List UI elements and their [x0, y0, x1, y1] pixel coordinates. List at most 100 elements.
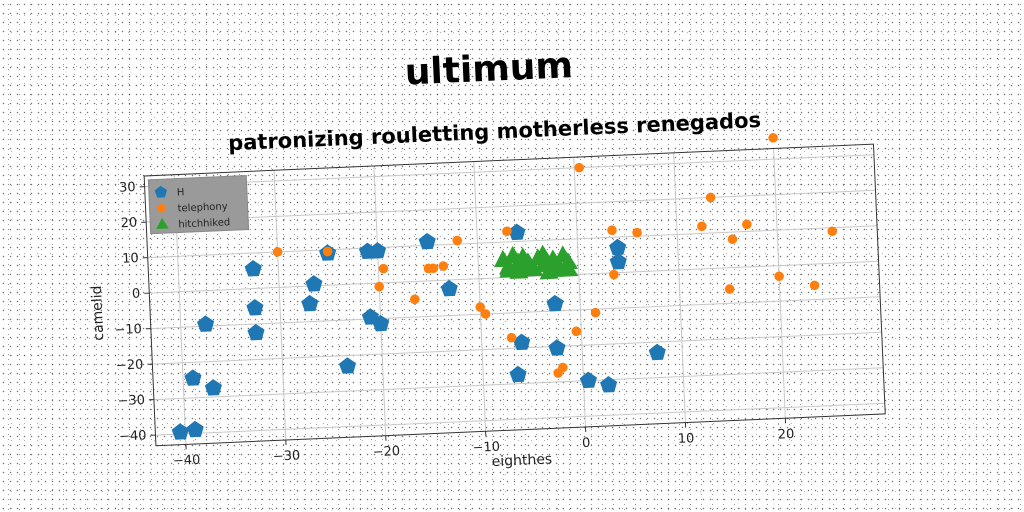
data-point-h — [609, 252, 627, 270]
data-point-telephony — [632, 227, 642, 238]
data-point-telephony — [697, 221, 707, 232]
y-ticks: −40 −30 −20 −10 0 10 20 30 — [114, 180, 156, 445]
data-point-telephony — [774, 271, 784, 282]
data-point-telephony — [809, 280, 820, 291]
x-tick-label: −30 — [272, 448, 300, 464]
legend-label: H — [177, 187, 185, 198]
data-point-h — [548, 339, 566, 356]
data-point-h — [186, 420, 204, 438]
data-point-telephony — [374, 281, 385, 292]
data-point-h — [440, 279, 458, 297]
data-point-h — [171, 423, 189, 440]
data-point-hitchhiked — [559, 259, 579, 277]
data-point-telephony — [724, 284, 735, 294]
legend-label: telephony — [177, 201, 228, 214]
grid-line-x — [373, 165, 387, 436]
data-point-telephony — [571, 326, 582, 337]
data-point-hitchhiked — [519, 257, 539, 276]
grid-line-y — [144, 154, 874, 188]
data-point-h — [508, 223, 526, 241]
data-point-telephony — [378, 263, 389, 274]
data-point-telephony — [558, 362, 568, 373]
grid-line-y — [146, 189, 876, 223]
chart-subtitle: patronizing rouletting motherless renega… — [228, 108, 762, 155]
data-point-hitchhiked — [533, 244, 553, 262]
data-point-h — [305, 275, 323, 292]
legend-marker-telephony — [157, 204, 166, 213]
data-point-telephony — [506, 332, 517, 343]
y-tick-label: 30 — [119, 180, 136, 196]
data-point-h — [368, 242, 387, 259]
data-point-telephony — [705, 192, 716, 203]
data-point-telephony — [502, 226, 512, 237]
grid-line-x — [473, 161, 487, 432]
data-point-telephony — [409, 294, 420, 305]
data-point-telephony — [475, 302, 485, 312]
data-point-telephony — [480, 309, 491, 319]
y-tick-label: −20 — [116, 357, 144, 373]
data-point-h — [247, 323, 265, 341]
legend-label: hitchhiked — [178, 217, 230, 230]
y-tick-label: −10 — [114, 322, 142, 338]
data-point-h — [546, 294, 564, 312]
y-axis-label: camelid — [89, 285, 107, 341]
data-point-h — [197, 315, 215, 332]
plot-area: −40 −30 −20 −10 0 10 20 −40 −30 −20 −10 0 10 20 30 Ht… — [89, 133, 886, 470]
data-point-telephony — [742, 219, 752, 230]
x-tick-label: 0 — [582, 436, 591, 451]
grid-line-x — [773, 148, 786, 419]
data-point-hitchhiked — [499, 260, 519, 278]
x-tick-label: −10 — [472, 440, 500, 456]
data-point-h — [418, 232, 436, 250]
legend-marker-hitchhiked — [156, 217, 169, 230]
x-tick-label: −20 — [372, 444, 400, 460]
data-point-telephony — [438, 261, 449, 271]
y-tick-label: 20 — [120, 216, 137, 232]
x-tick-label: 20 — [777, 427, 794, 443]
y-tick-label: −40 — [119, 428, 147, 444]
y-tick-label: −30 — [117, 393, 145, 409]
data-point-h — [579, 371, 597, 389]
data-point-telephony — [272, 247, 283, 257]
y-tick-label: 0 — [132, 286, 141, 301]
data-point-telephony — [428, 263, 439, 274]
data-point-h — [609, 238, 627, 256]
data-point-hitchhiked — [509, 252, 529, 271]
data-point-telephony — [827, 226, 838, 237]
data-point-telephony — [322, 246, 333, 257]
data-point-telephony — [768, 133, 778, 143]
data-points — [171, 133, 838, 440]
data-point-h — [600, 376, 618, 393]
grid-line-y — [147, 225, 878, 259]
data-point-telephony — [452, 235, 463, 246]
x-axis-label: eighthes — [491, 451, 552, 470]
y-tick-label: 10 — [122, 251, 139, 267]
data-point-h — [372, 314, 390, 332]
grid-line-y — [155, 402, 885, 436]
data-point-telephony — [590, 307, 601, 318]
data-point-h — [184, 369, 202, 386]
legend-marker-h — [154, 185, 167, 198]
data-point-h — [244, 260, 262, 277]
data-point-h — [509, 365, 527, 383]
legend-box — [147, 174, 250, 235]
data-point-telephony — [607, 225, 617, 236]
data-point-telephony — [609, 269, 619, 280]
data-point-hitchhiked — [544, 260, 564, 278]
data-point-h — [648, 343, 666, 361]
x-tick-label: 10 — [678, 431, 695, 447]
grid-line-x — [673, 152, 686, 423]
data-point-h — [204, 379, 222, 396]
x-tick-label: −40 — [173, 453, 201, 469]
grid — [144, 148, 885, 445]
chart-title: ultimum — [404, 45, 574, 93]
grid-line-y — [153, 367, 884, 401]
data-point-h — [338, 357, 357, 374]
data-point-h — [301, 294, 319, 312]
x-ticks: −40 −30 −20 −10 0 10 20 — [173, 418, 795, 469]
data-point-h — [246, 299, 264, 316]
data-point-h — [513, 333, 531, 351]
grid-line-x — [273, 170, 287, 441]
